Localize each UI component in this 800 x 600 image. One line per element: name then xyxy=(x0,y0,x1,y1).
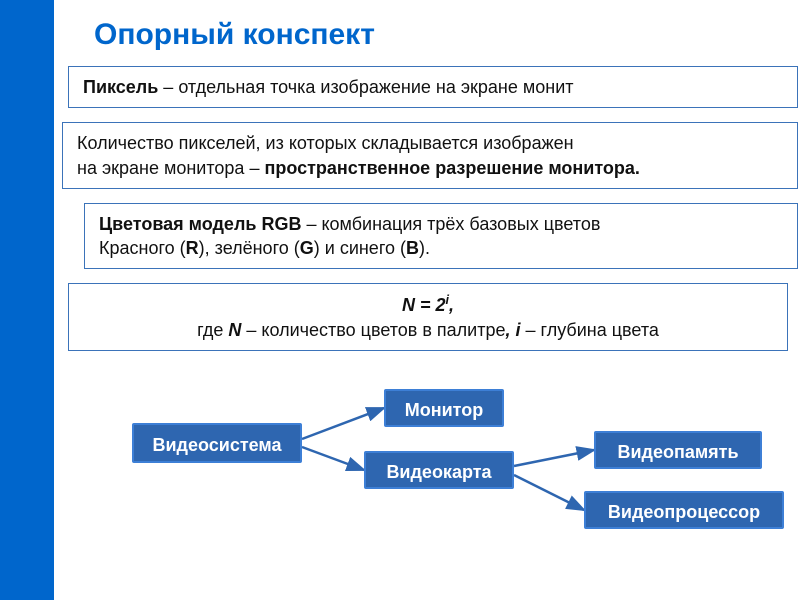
node-videomem: Видеопамять xyxy=(594,431,762,469)
definition-pixel: Пиксель – отдельная точка изображение на… xyxy=(68,66,798,108)
rgb-dash: – xyxy=(301,214,321,234)
term-rgb: Цветовая модель RGB xyxy=(99,214,301,234)
video-system-diagram: Видеосистема Монитор Видеокарта Видеопамять… xyxy=(54,371,800,561)
formula-comma: , xyxy=(449,295,454,315)
slide-content: Опорный конспект Пиксель – отдельная точ… xyxy=(54,0,800,600)
sidebar-stripe xyxy=(0,0,54,600)
edge-3 xyxy=(514,475,584,510)
dash: – xyxy=(158,77,178,97)
edge-1 xyxy=(302,447,364,470)
edge-2 xyxy=(514,450,594,466)
rgb-red-a: Красного ( xyxy=(99,238,186,258)
node-videosystem: Видеосистема xyxy=(132,423,302,463)
rgb-green-a: ), зелёного ( xyxy=(199,238,300,258)
res-line1: Количество пикселей, из которых складыва… xyxy=(77,133,574,153)
formula-where: где xyxy=(197,320,228,340)
res-line2a: на экране монитора – xyxy=(77,158,264,178)
def-pixel: отдельная точка изображение на экране мо… xyxy=(178,77,573,97)
node-videocard: Видеокарта xyxy=(364,451,514,489)
formula-lhs: N = 2 xyxy=(402,295,446,315)
res-line2b: пространственное разрешение монитора. xyxy=(264,158,639,178)
slide-title: Опорный конспект xyxy=(94,18,800,52)
definition-rgb: Цветовая модель RGB – комбинация трёх ба… xyxy=(84,203,798,270)
rgb-b: B xyxy=(406,238,419,258)
formula-comma2: , xyxy=(506,320,516,340)
term-pixel: Пиксель xyxy=(83,77,158,97)
node-monitor: Монитор xyxy=(384,389,504,427)
rgb-def1: комбинация трёх базовых цветов xyxy=(321,214,600,234)
formula-line2c: – глубина цвета xyxy=(521,320,659,340)
formula-n: N xyxy=(228,320,241,340)
formula-line2b: – количество цветов в палитре xyxy=(241,320,505,340)
rgb-g: G xyxy=(300,238,314,258)
rgb-r: R xyxy=(186,238,199,258)
edge-0 xyxy=(302,408,384,439)
node-videoproc: Видеопроцессор xyxy=(584,491,784,529)
definition-resolution: Количество пикселей, из которых складыва… xyxy=(62,122,798,189)
rgb-end: ). xyxy=(419,238,430,258)
formula-box: N = 2i, где N – количество цветов в пали… xyxy=(68,283,788,351)
rgb-blue-a: ) и синего ( xyxy=(314,238,406,258)
